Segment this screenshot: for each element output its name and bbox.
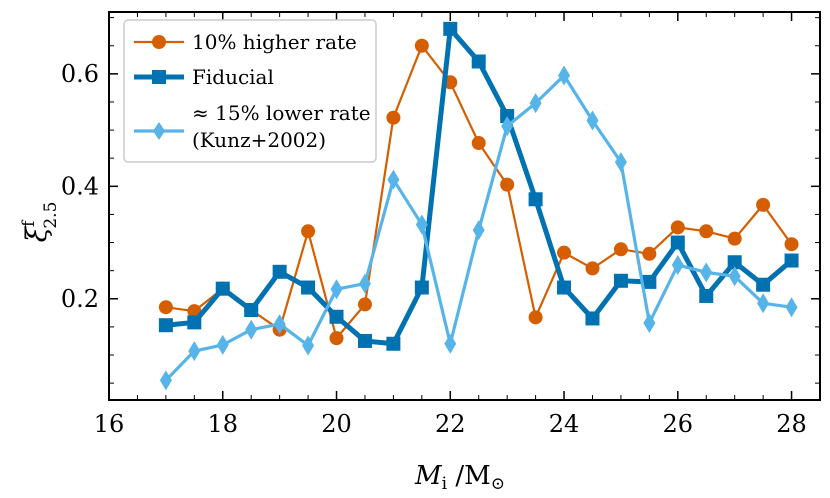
x-tick-label: 16 [94,410,125,438]
series-1 [158,21,799,351]
tick-labels: 16 18 20 22 24 26 28 0.2 0.4 0.6 [61,60,807,438]
data-point [671,255,684,276]
data-point [528,192,543,207]
x-tick-label: 22 [435,410,466,438]
data-point [414,38,429,53]
series-2 [159,65,798,391]
data-point [386,110,401,125]
data-point [614,152,627,173]
data-point [244,303,259,318]
x-tick-label: 26 [663,410,694,438]
data-point [443,21,458,36]
data-point [528,310,543,325]
y-tick-label: 0.2 [61,285,99,313]
data-point [500,109,515,124]
data-point [472,220,485,241]
legend-label-lower-line2: (Kunz+2002) [192,128,326,152]
data-point [216,334,229,355]
data-point [585,311,600,326]
data-point [188,341,201,362]
legend-marker-higher [152,35,166,49]
data-point [785,297,798,318]
data-point [414,280,429,295]
plot-frame [108,11,821,401]
data-point [670,235,685,250]
data-point [301,280,316,295]
data-point [613,242,628,257]
data-point [643,312,656,333]
data-point [613,273,628,288]
series-layer [158,21,799,391]
data-point [784,237,799,252]
x-tick-label: 18 [207,410,238,438]
data-point [272,264,287,279]
legend-label-fiducial: Fiducial [192,65,274,89]
data-point [415,214,428,235]
y-axis-label: ξf 2.5 [19,202,61,243]
data-point [302,335,315,356]
legend-box [123,19,377,163]
data-point [273,314,286,335]
data-point [329,309,344,324]
data-point [357,297,372,312]
legend-marker-fiducial [152,70,166,84]
data-point [784,253,799,268]
data-point [728,266,741,287]
legend-label-lower: ≈ 15% lower rate [192,101,371,125]
data-point [158,300,173,315]
data-point [756,197,771,212]
data-point [245,319,258,340]
data-point [387,169,400,190]
legend-label-higher: 10% higher rate [192,30,357,54]
data-point [444,333,457,354]
y-tick-label: 0.4 [61,172,99,200]
legend-marker-lower [153,122,165,140]
data-point [757,293,770,314]
x-tick-label: 24 [549,410,580,438]
data-point [301,224,316,239]
data-point [557,280,572,295]
data-point [642,274,657,289]
data-point [557,245,572,260]
data-point [670,220,685,235]
data-point [386,336,401,351]
data-point [187,315,202,330]
x-tick-label: 20 [321,410,352,438]
data-point [727,255,742,270]
data-point [558,65,571,86]
data-point [471,136,486,151]
data-point [699,224,714,239]
data-point [501,116,514,137]
data-point [529,93,542,114]
data-point [215,281,230,296]
data-point [699,288,714,303]
data-point [585,261,600,276]
data-point [158,318,173,333]
data-point [471,54,486,69]
data-point [586,110,599,131]
data-point [500,177,515,192]
data-point [330,279,343,300]
y-tick-label: 0.6 [61,60,99,88]
x-axis-label: Mi /M⊙ [414,461,505,494]
data-point [727,231,742,246]
x-tick-label: 28 [776,410,807,438]
data-point [329,331,344,346]
data-point [357,333,372,348]
data-point [700,262,713,283]
data-point [756,277,771,292]
legend: 10% higher rate Fiducial ≈ 15% lower rat… [123,19,377,163]
data-point [159,370,172,391]
data-point [642,246,657,261]
data-point [358,273,371,294]
